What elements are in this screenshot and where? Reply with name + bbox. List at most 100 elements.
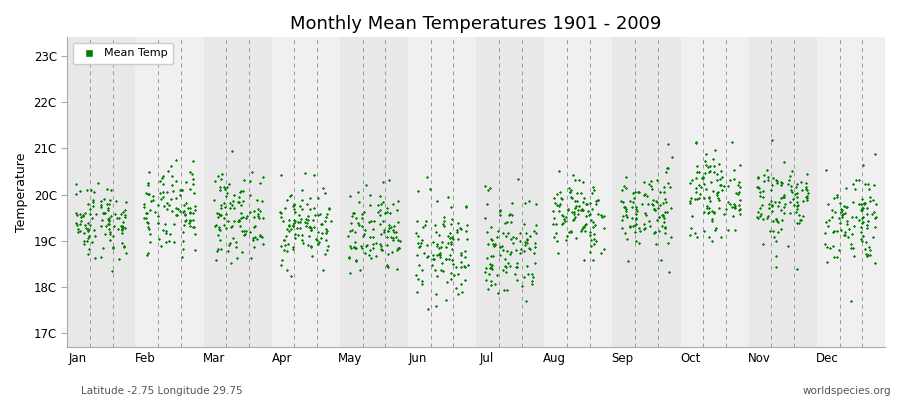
Point xyxy=(415,237,429,243)
Point xyxy=(146,192,160,199)
Point xyxy=(784,187,798,193)
Point xyxy=(440,278,454,285)
Point xyxy=(654,212,669,218)
Point xyxy=(357,209,372,216)
Point xyxy=(184,169,198,175)
Point xyxy=(484,264,499,270)
Point xyxy=(485,266,500,272)
Point xyxy=(419,254,434,260)
Point xyxy=(345,213,359,220)
Point xyxy=(750,214,764,220)
Point xyxy=(483,224,498,230)
Point xyxy=(523,246,537,252)
Point xyxy=(837,203,851,210)
Point xyxy=(454,289,469,295)
Point xyxy=(496,267,510,273)
Point xyxy=(478,182,492,189)
Point xyxy=(685,213,699,219)
Point xyxy=(158,239,173,246)
Point xyxy=(106,244,121,251)
Point xyxy=(369,240,383,246)
Point xyxy=(849,214,863,220)
Point xyxy=(732,189,746,196)
Point xyxy=(711,195,725,201)
Point xyxy=(81,228,95,234)
Point xyxy=(703,162,717,169)
Point xyxy=(715,187,729,193)
Point xyxy=(642,218,656,224)
Point xyxy=(212,211,226,217)
Point xyxy=(436,218,451,224)
Point xyxy=(824,214,839,221)
Point xyxy=(285,221,300,228)
Point xyxy=(227,218,241,224)
Point xyxy=(788,190,802,197)
Point xyxy=(594,250,608,256)
Point xyxy=(844,240,859,247)
Point xyxy=(854,201,868,208)
Point xyxy=(658,224,672,231)
Point xyxy=(618,204,633,210)
Point xyxy=(186,190,201,196)
Point xyxy=(188,207,202,214)
Point xyxy=(384,249,399,256)
Point xyxy=(655,223,670,230)
Point xyxy=(644,178,659,184)
Point xyxy=(70,228,85,235)
Point xyxy=(211,210,225,216)
Point xyxy=(185,224,200,230)
Point xyxy=(498,220,512,226)
Point xyxy=(555,212,570,218)
Point xyxy=(294,187,309,193)
Point xyxy=(486,252,500,259)
Point xyxy=(178,218,193,224)
Point xyxy=(493,252,508,258)
Point xyxy=(841,234,855,240)
Point xyxy=(322,205,337,212)
Point xyxy=(790,265,805,272)
Point xyxy=(751,175,765,181)
Point xyxy=(137,201,151,207)
Point xyxy=(713,182,727,188)
Point xyxy=(253,208,267,214)
Point xyxy=(287,206,302,213)
Point xyxy=(771,219,786,226)
Point xyxy=(73,210,87,217)
Point xyxy=(139,214,153,221)
Point xyxy=(819,219,833,226)
Point xyxy=(341,232,356,239)
Point xyxy=(106,233,121,240)
Point xyxy=(382,222,397,228)
Point xyxy=(164,196,178,202)
Point xyxy=(436,221,450,227)
Point xyxy=(230,199,245,205)
Point xyxy=(837,232,851,238)
Point xyxy=(444,270,458,276)
Point xyxy=(868,214,883,220)
Point xyxy=(220,184,235,190)
Point xyxy=(364,218,379,224)
Point xyxy=(649,199,663,205)
Point xyxy=(575,207,590,213)
Point xyxy=(591,210,606,217)
Point xyxy=(693,184,707,190)
Point xyxy=(80,186,94,193)
Point xyxy=(246,237,260,244)
Point xyxy=(73,227,87,234)
Point xyxy=(651,176,665,183)
Point xyxy=(628,222,643,228)
Point xyxy=(430,252,445,258)
Point xyxy=(169,194,184,201)
Point xyxy=(727,226,742,233)
Point xyxy=(756,188,770,194)
Point xyxy=(444,204,458,210)
Point xyxy=(233,210,248,216)
Point xyxy=(101,216,115,222)
Point xyxy=(114,227,129,234)
Point xyxy=(227,192,241,198)
Point xyxy=(302,224,317,230)
Point xyxy=(752,189,767,196)
Point xyxy=(110,215,124,221)
Point xyxy=(153,190,167,196)
Point xyxy=(479,265,493,271)
